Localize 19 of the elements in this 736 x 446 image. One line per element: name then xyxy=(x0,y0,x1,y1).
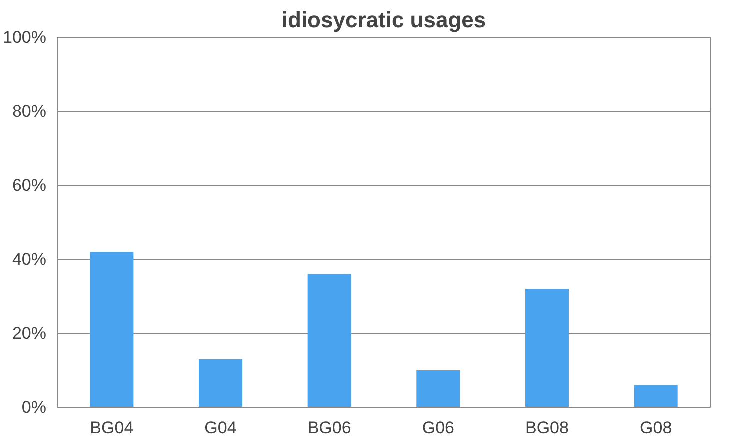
x-tick-label: BG08 xyxy=(526,418,569,438)
y-tick-label: 100% xyxy=(3,28,47,47)
y-tick-label: 60% xyxy=(12,176,47,195)
x-tick-label: G08 xyxy=(640,418,672,438)
bar xyxy=(634,385,678,408)
y-tick-label: 20% xyxy=(12,324,47,343)
chart-title: idiosycratic usages xyxy=(282,8,486,32)
bar xyxy=(525,289,570,408)
y-tick-label: 80% xyxy=(12,102,47,121)
bar xyxy=(308,274,352,408)
x-tick-label: G06 xyxy=(422,418,454,438)
x-tick-label: BG04 xyxy=(90,418,134,438)
bar xyxy=(90,252,134,408)
bar xyxy=(198,359,243,408)
x-tick-label: G04 xyxy=(204,418,237,438)
bar xyxy=(416,370,460,408)
x-tick-label: BG06 xyxy=(308,418,352,438)
y-tick-label: 0% xyxy=(22,398,47,417)
y-tick-label: 40% xyxy=(12,250,47,269)
